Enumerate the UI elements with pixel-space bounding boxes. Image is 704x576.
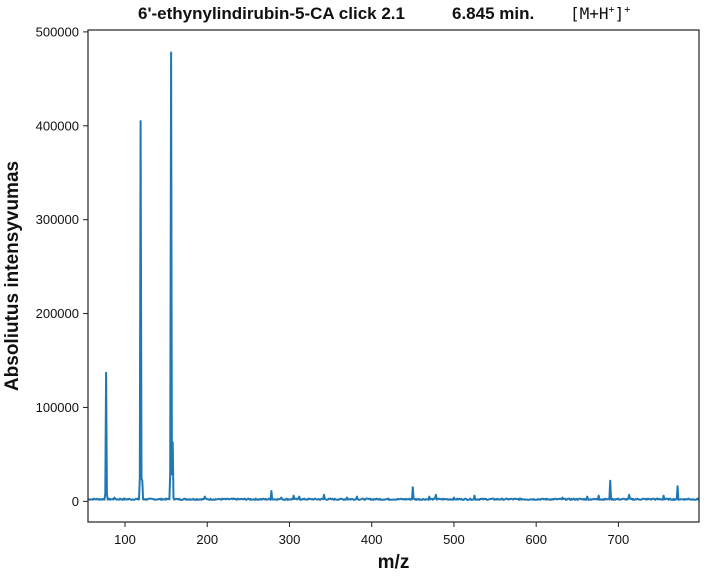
y-tick-label: 0: [72, 494, 79, 509]
y-tick-label: 400000: [36, 118, 79, 133]
chart-title: 6'-ethynylindirubin-5-CA click 2.1 6.845…: [0, 4, 704, 26]
x-tick-label: 100: [114, 532, 136, 547]
y-tick-label: 300000: [36, 212, 79, 227]
x-axis-label: m/z: [378, 552, 410, 573]
title-ion-close: ]: [614, 4, 625, 23]
x-tick-label: 500: [443, 532, 465, 547]
plot-frame: [87, 29, 700, 523]
x-tick-label: 400: [361, 532, 383, 547]
title-ion: [M+H+]+: [570, 4, 630, 23]
x-tick-label: 600: [525, 532, 547, 547]
spectrum-line: [87, 51, 700, 501]
title-compound: 6'-ethynylindirubin-5-CA click 2.1: [138, 4, 405, 23]
y-axis-ticks: 0 100000 200000 300000 400000 500000: [36, 24, 88, 509]
title-ion-charge-inner: +: [608, 4, 615, 16]
x-tick-label: 200: [196, 532, 218, 547]
title-ion-base: [M+H: [570, 4, 609, 23]
x-axis-ticks: 100 200 300 400 500 600 700: [114, 522, 629, 547]
y-tick-label: 100000: [36, 400, 79, 415]
title-ion-charge-outer: +: [624, 4, 631, 16]
x-tick-label: 700: [608, 532, 630, 547]
y-tick-label: 500000: [36, 24, 79, 39]
title-retention-time: 6.845 min.: [452, 4, 535, 23]
y-tick-label: 200000: [36, 306, 79, 321]
y-axis-label: Absoliutus intensyvumas: [2, 161, 23, 391]
x-tick-label: 300: [279, 532, 301, 547]
